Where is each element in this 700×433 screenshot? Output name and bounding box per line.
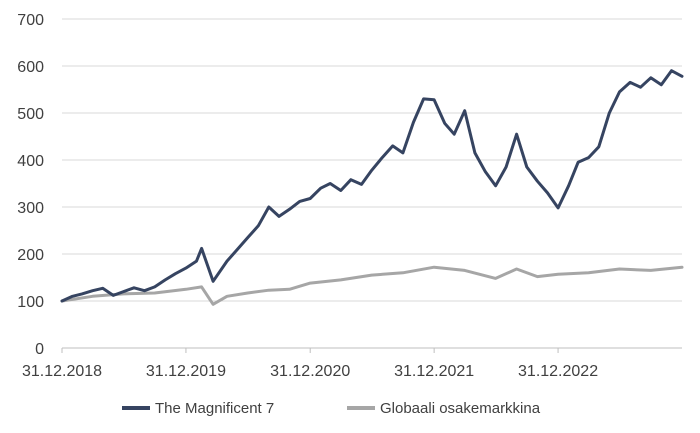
legend: The Magnificent 7 Globaali osakemarkkina	[122, 400, 541, 417]
x-tick-label: 31.12.2018	[22, 363, 102, 380]
legend-item-global-market: Globaali osakemarkkina	[347, 400, 541, 417]
x-tick-label: 31.12.2022	[518, 363, 598, 380]
x-axis-tick-labels: 31.12.2018 31.12.2019 31.12.2020 31.12.2021…	[22, 363, 598, 380]
legend-item-magnificent-7: The Magnificent 7	[122, 400, 274, 417]
series-line-global-market	[60, 265, 684, 306]
series-line-magnificent-7	[60, 69, 684, 303]
legend-label-magnificent-7: The Magnificent 7	[155, 400, 274, 417]
x-axis-ticks	[61, 348, 559, 353]
y-axis-tick-labels: 0 100 200 300 400 500 600 700	[17, 12, 44, 358]
y-tick-label: 300	[17, 200, 44, 217]
y-tick-label: 700	[17, 12, 44, 29]
x-tick-label: 31.12.2019	[146, 363, 226, 380]
series-lines	[60, 69, 684, 306]
legend-label-global-market: Globaali osakemarkkina	[380, 400, 541, 417]
y-tick-label: 400	[17, 153, 44, 170]
y-tick-label: 0	[35, 341, 44, 358]
y-tick-label: 500	[17, 106, 44, 123]
x-tick-label: 31.12.2021	[394, 363, 474, 380]
y-tick-label: 600	[17, 59, 44, 76]
y-tick-label: 100	[17, 294, 44, 311]
x-tick-label: 31.12.2020	[270, 363, 350, 380]
gridlines	[62, 18, 682, 302]
y-tick-label: 200	[17, 247, 44, 264]
